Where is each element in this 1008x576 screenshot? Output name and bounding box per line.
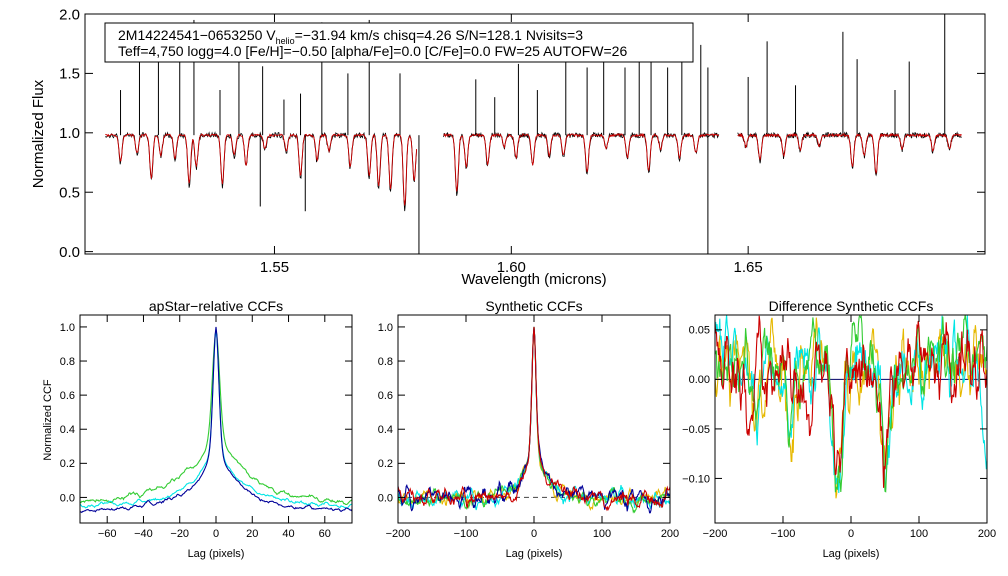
- x-tick-label: −40: [134, 528, 153, 540]
- x-tick-label: 40: [282, 528, 294, 540]
- x-tick-label: −100: [454, 528, 479, 540]
- spectrum-ylabel: Normalized Flux: [30, 79, 47, 188]
- x-tick-label: −60: [98, 528, 117, 540]
- ccf-series-navy: [397, 326, 671, 514]
- y-tick-label: 1.0: [378, 322, 393, 334]
- x-tick-label: −100: [771, 528, 796, 540]
- ccf-series-red: [397, 326, 671, 512]
- observed-spectrum-line: [105, 131, 962, 212]
- y-tick-label: 0.05: [689, 325, 710, 337]
- y-tick-label: 0.4: [378, 424, 393, 436]
- difference-ccf-title: Difference Synthetic CCFs: [769, 298, 934, 314]
- ccf-series-yellow: [397, 326, 671, 512]
- ccf-series-red: [714, 315, 988, 488]
- x-tick-label: 20: [246, 528, 258, 540]
- ccf-series-green: [397, 326, 671, 514]
- spectrum-ticks: 1.55 1.60 1.65 0.0 0.5 1.0 1.5 2.0: [59, 6, 985, 276]
- y-tick-label: 1.0: [60, 322, 75, 334]
- info-line-1: 2M14224541−0653250 Vhelio=−31.94 km/s ch…: [118, 27, 583, 46]
- x-tick-label: 1.65: [734, 259, 763, 276]
- y-tick-label: 0.6: [60, 390, 75, 402]
- spectrum-panel: 1.55 1.60 1.65 0.0 0.5 1.0 1.5 2.0 Wavelength (…: [30, 6, 986, 288]
- y-tick-label: −0.10: [682, 473, 710, 485]
- y-tick-label: 1.0: [59, 125, 80, 142]
- y-tick-label: 0.4: [60, 424, 75, 436]
- ccf-series-green: [714, 314, 988, 493]
- apstar-ccf-axes-frame: [79, 314, 353, 524]
- ccf-series-green: [79, 330, 353, 506]
- synthetic-ccf-plot-area: [397, 326, 671, 514]
- y-tick-label: 0.0: [59, 244, 80, 261]
- info-line-1-suffix: =−31.94 km/s chisq=4.26 S/N=128.1 Nvisit…: [295, 27, 584, 43]
- x-tick-label: 1.60: [497, 259, 526, 276]
- y-tick-label: 0.8: [60, 356, 75, 368]
- y-tick-label: 0.0: [378, 492, 393, 504]
- y-tick-label: 2.0: [59, 6, 80, 23]
- spectrum-axes-frame: [84, 13, 986, 255]
- x-tick-label: 200: [978, 528, 996, 540]
- difference-ccf-ticks: −200 −100 0 100 200 −0.10 −0.05 0.00 0.05: [682, 315, 996, 540]
- x-tick-label: 0: [213, 528, 219, 540]
- y-tick-label: −0.05: [682, 424, 710, 436]
- apstar-ccf-title: apStar−relative CCFs: [149, 298, 283, 314]
- ccf-series-cyan: [397, 326, 671, 511]
- y-tick-label: 0.8: [378, 356, 393, 368]
- y-tick-label: 0.0: [60, 492, 75, 504]
- y-tick-label: 0.5: [59, 184, 80, 201]
- y-tick-label: 0.00: [689, 374, 710, 386]
- info-line-1-prefix: 2M14224541−0653250 V: [118, 27, 276, 43]
- apstar-ccf-ticks: −60 −40 −20 0 20 40 60 0.0 0.2 0.4 0.6 0.8 1.0: [60, 315, 352, 540]
- x-tick-label: 0: [531, 528, 537, 540]
- difference-ccf-panel: Difference Synthetic CCFs −200 −100 0 100 20…: [682, 298, 996, 560]
- x-tick-label: 1.55: [260, 259, 289, 276]
- x-tick-label: 0: [848, 528, 854, 540]
- x-tick-label: −200: [703, 528, 728, 540]
- y-tick-label: 1.5: [59, 66, 80, 83]
- ccf-series-navy: [79, 326, 353, 514]
- x-tick-label: 100: [593, 528, 611, 540]
- apstar-ccf-plot-area: [79, 326, 353, 514]
- ccf-series-cyan: [79, 330, 353, 509]
- difference-ccf-xlabel: Lag (pixels): [823, 548, 880, 560]
- y-tick-label: 0.2: [378, 458, 393, 470]
- ccf-series-cyan: [714, 314, 988, 494]
- x-tick-label: −200: [386, 528, 411, 540]
- x-tick-label: 60: [319, 528, 331, 540]
- x-tick-label: 100: [910, 528, 928, 540]
- x-tick-label: 200: [661, 528, 679, 540]
- y-tick-label: 0.2: [60, 458, 75, 470]
- model-spectrum-line: [105, 132, 962, 206]
- apstar-ccf-ylabel: Normalized CCF: [42, 379, 54, 461]
- spectrum-xlabel: Wavelength (microns): [461, 271, 606, 288]
- x-tick-label: −20: [170, 528, 189, 540]
- spectrum-info-box: [104, 22, 694, 63]
- synthetic-ccf-title: Synthetic CCFs: [485, 298, 582, 314]
- synthetic-ccf-ticks: −200 −100 0 100 200 0.0 0.2 0.4 0.6 0.8 1.0: [378, 315, 679, 540]
- difference-ccf-plot-area: [714, 314, 988, 499]
- apstar-ccf-panel: apStar−relative CCFs −60 −40 −20 0 20 40 60 0.0…: [42, 298, 353, 560]
- apstar-ccf-xlabel: Lag (pixels): [188, 548, 245, 560]
- synthetic-ccf-xlabel: Lag (pixels): [506, 548, 563, 560]
- synthetic-ccf-panel: Synthetic CCFs −200 −100 0 100 200 0.0 0.2 0.4 0…: [378, 298, 679, 560]
- info-line-1-subscript: helio: [276, 36, 295, 46]
- info-line-2: Teff=4,750 logg=4.0 [Fe/H]=−0.50 [alpha/…: [118, 43, 627, 59]
- y-tick-label: 0.6: [378, 390, 393, 402]
